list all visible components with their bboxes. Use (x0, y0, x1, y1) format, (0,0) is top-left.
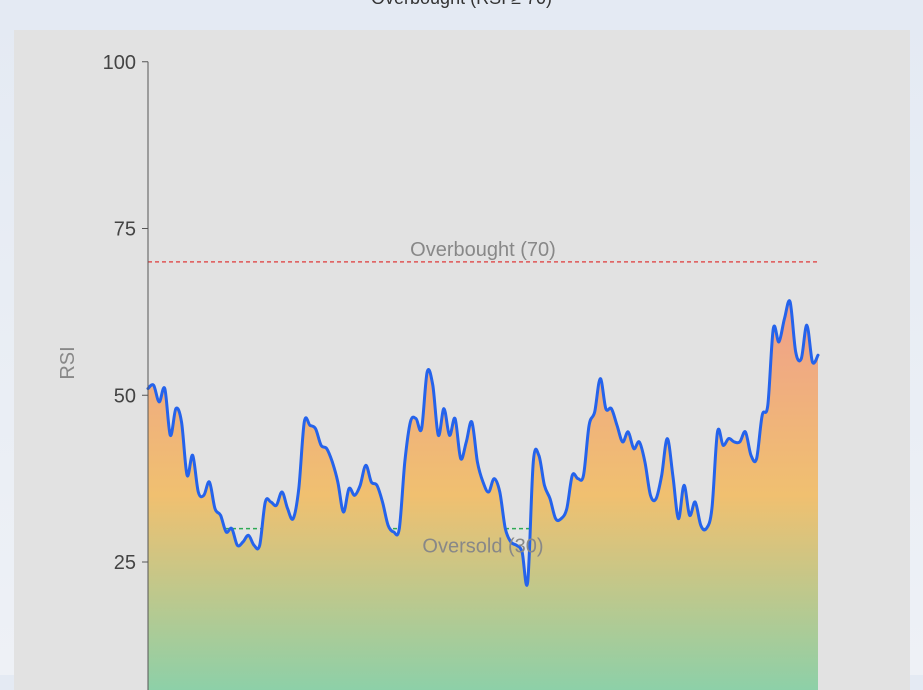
rsi-area (148, 300, 818, 690)
rsi-chart: Overbought (70) Oversold (30) 25 50 75 100 R… (14, 30, 910, 690)
page-title: Overbought (RSI ≥ 70) (0, 0, 923, 9)
reference-label-70: Overbought (70) (410, 239, 556, 261)
rsi-line (146, 299, 820, 587)
y-tick-label: 100 (103, 52, 136, 74)
reference-label-30: Oversold (30) (422, 536, 543, 558)
y-tick-label: 50 (114, 385, 136, 407)
chart-card: Overbought (70) Oversold (30) 25 50 75 100 R… (14, 30, 910, 690)
y-tick-label: 75 (114, 219, 136, 241)
y-axis-title: RSI (57, 346, 79, 379)
y-tick-label: 25 (114, 552, 136, 574)
